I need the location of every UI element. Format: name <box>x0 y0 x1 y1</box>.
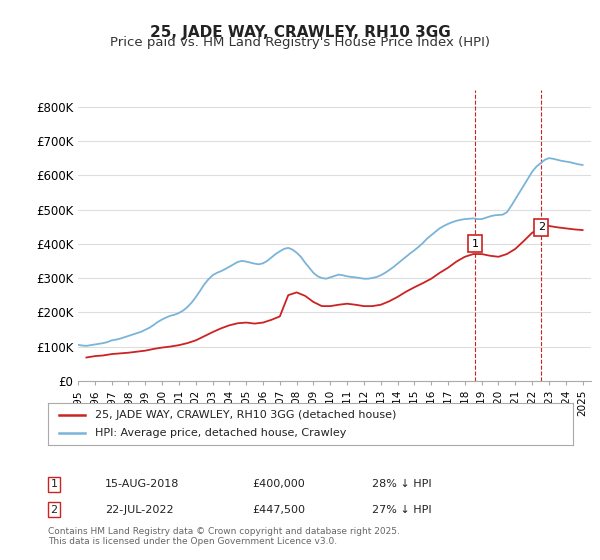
Text: 2: 2 <box>50 505 58 515</box>
Text: 28% ↓ HPI: 28% ↓ HPI <box>372 479 431 489</box>
Text: £400,000: £400,000 <box>252 479 305 489</box>
Text: Price paid vs. HM Land Registry's House Price Index (HPI): Price paid vs. HM Land Registry's House … <box>110 36 490 49</box>
Text: 25, JADE WAY, CRAWLEY, RH10 3GG: 25, JADE WAY, CRAWLEY, RH10 3GG <box>149 25 451 40</box>
Text: 25, JADE WAY, CRAWLEY, RH10 3GG (detached house): 25, JADE WAY, CRAWLEY, RH10 3GG (detache… <box>95 410 397 420</box>
Text: £447,500: £447,500 <box>252 505 305 515</box>
Text: Contains HM Land Registry data © Crown copyright and database right 2025.
This d: Contains HM Land Registry data © Crown c… <box>48 526 400 546</box>
Text: 15-AUG-2018: 15-AUG-2018 <box>105 479 179 489</box>
Text: 1: 1 <box>472 239 478 249</box>
Text: 27% ↓ HPI: 27% ↓ HPI <box>372 505 431 515</box>
Text: 22-JUL-2022: 22-JUL-2022 <box>105 505 173 515</box>
Text: 1: 1 <box>50 479 58 489</box>
Text: HPI: Average price, detached house, Crawley: HPI: Average price, detached house, Craw… <box>95 428 347 438</box>
Text: 2: 2 <box>538 222 545 232</box>
